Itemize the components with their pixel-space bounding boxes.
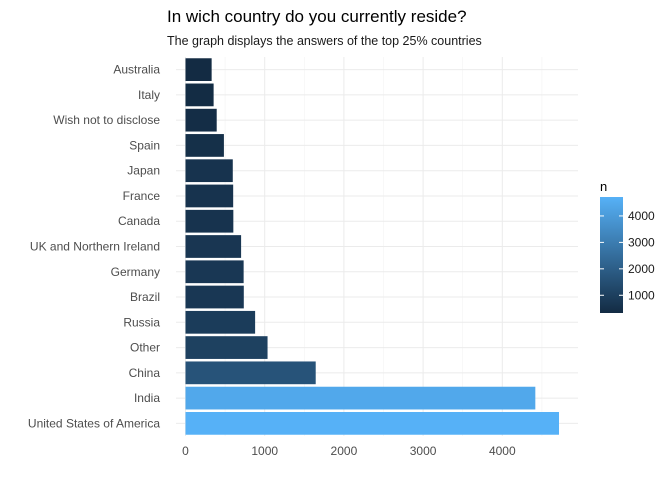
y-tick-label: Other: [130, 341, 160, 355]
legend-title: n: [600, 179, 607, 194]
x-tick-label: 4000: [489, 444, 516, 458]
bar-8: [185, 209, 234, 233]
bar-11: [185, 134, 224, 157]
x-tick-label: 0: [182, 444, 189, 458]
bar-6: [185, 260, 244, 284]
y-tick-label: United States of America: [28, 416, 160, 430]
y-tick-label: Germany: [111, 265, 160, 279]
legend-tick-label: 1000: [628, 288, 655, 302]
chart-subtitle: The graph displays the answers of the to…: [167, 34, 482, 48]
y-tick-label: India: [134, 391, 160, 405]
y-tick-label: Italy: [138, 88, 160, 102]
legend-tick-label: 3000: [628, 235, 655, 249]
bar-1: [185, 386, 536, 410]
y-tick-label: Brazil: [130, 290, 160, 304]
legend-tick-label: 4000: [628, 209, 655, 223]
bar-7: [185, 235, 242, 258]
legend-tick-label: 2000: [628, 262, 655, 276]
x-tick-label: 3000: [410, 444, 437, 458]
color-legend: n 1000 2000 3000 4000: [600, 179, 655, 313]
x-axis-tick-labels: 0 1000 2000 3000 4000: [182, 444, 516, 458]
bars: [185, 58, 560, 435]
bar-9: [185, 184, 234, 208]
x-tick-label: 1000: [251, 444, 278, 458]
bar-3: [185, 336, 268, 359]
y-tick-label: France: [123, 189, 161, 203]
y-tick-label: Canada: [118, 214, 160, 228]
bar-5: [185, 285, 244, 309]
x-tick-label: 2000: [331, 444, 358, 458]
bar-4: [185, 310, 256, 334]
y-tick-label: Russia: [123, 315, 160, 329]
bar-10: [185, 159, 233, 183]
bar-0: [185, 411, 560, 435]
y-axis-tick-labels: United States of America India China Other R…: [28, 63, 160, 431]
bar-2: [185, 361, 316, 385]
bar-13: [185, 83, 214, 107]
legend-colorbar: [600, 197, 623, 313]
y-tick-label: Australia: [113, 63, 160, 77]
y-tick-label: China: [129, 366, 161, 380]
y-tick-label: Spain: [129, 138, 160, 152]
bar-12: [185, 108, 217, 132]
chart-title: In wich country do you currently reside?: [167, 7, 467, 26]
y-tick-label: Japan: [127, 164, 160, 178]
bar-14: [185, 58, 212, 82]
y-tick-label: UK and Northern Ireland: [30, 240, 160, 254]
y-tick-label: Wish not to disclose: [53, 113, 160, 127]
